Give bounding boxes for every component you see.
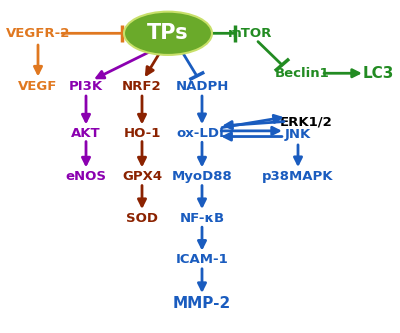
Text: JNK: JNK: [285, 128, 311, 142]
Text: eNOS: eNOS: [66, 170, 106, 183]
Text: PI3K: PI3K: [69, 80, 103, 93]
Text: MyoD88: MyoD88: [172, 170, 232, 183]
Text: ICAM-1: ICAM-1: [176, 253, 228, 266]
Text: NF-κB: NF-κB: [180, 211, 224, 225]
Ellipse shape: [124, 12, 212, 55]
Text: NRF2: NRF2: [122, 80, 162, 93]
Text: HO-1: HO-1: [123, 127, 161, 140]
Text: Beclin1: Beclin1: [275, 67, 329, 80]
Text: mTOR: mTOR: [228, 27, 272, 40]
Text: NADPH: NADPH: [175, 80, 229, 93]
Text: TPs: TPs: [147, 23, 189, 43]
Text: ox-LDL: ox-LDL: [176, 127, 228, 140]
Text: SOD: SOD: [126, 211, 158, 225]
Text: LC3: LC3: [362, 66, 394, 81]
Text: AKT: AKT: [71, 127, 101, 140]
Text: MMP-2: MMP-2: [173, 295, 231, 311]
Text: VEGF: VEGF: [18, 80, 58, 93]
Text: ERK1/2: ERK1/2: [280, 115, 332, 128]
Text: p38MAPK: p38MAPK: [262, 170, 334, 183]
Text: GPX4: GPX4: [122, 170, 162, 183]
Text: VEGFR-2: VEGFR-2: [6, 27, 70, 40]
